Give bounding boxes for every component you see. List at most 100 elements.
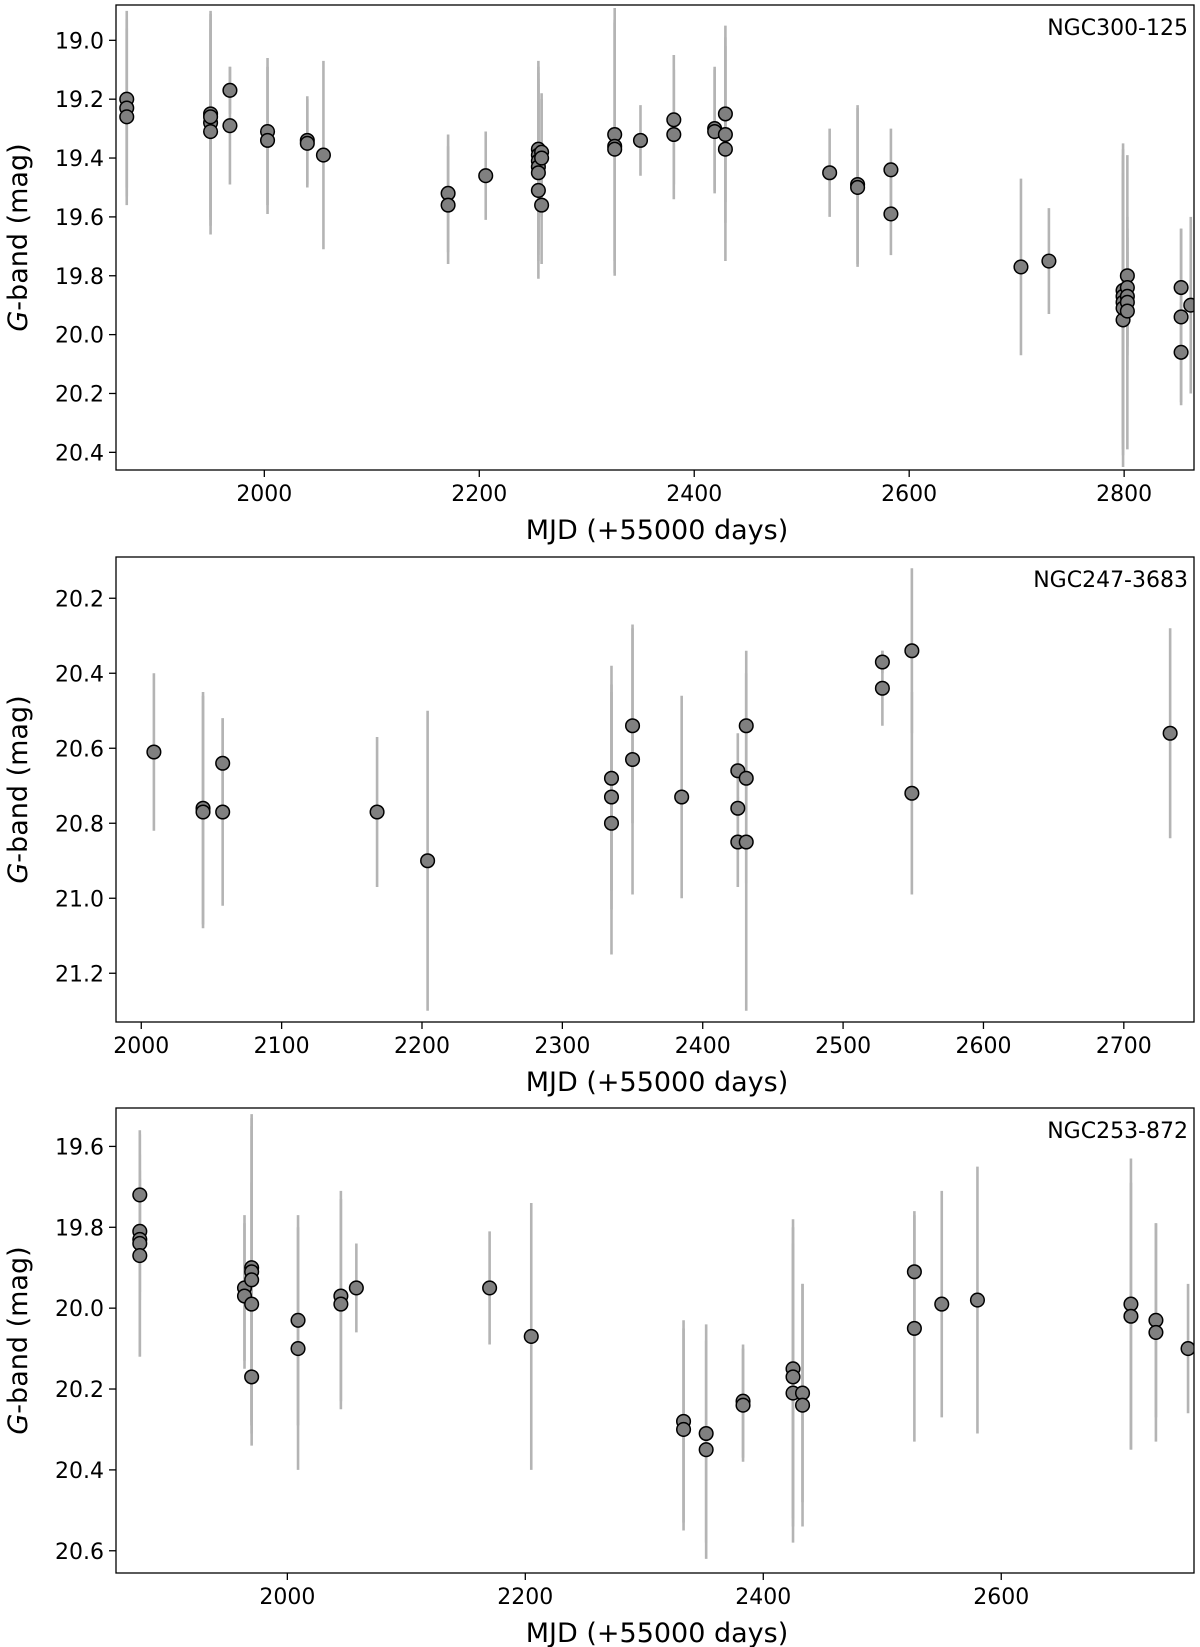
data-point [632, 132, 649, 148]
data-point [1173, 309, 1189, 325]
y-tick-label: 21.0 [55, 887, 104, 912]
x-tick-label: 2500 [815, 1034, 871, 1059]
data-point [244, 1369, 260, 1385]
data-point [1013, 259, 1029, 275]
x-tick-label: 2000 [259, 1585, 315, 1610]
data-point [534, 150, 550, 166]
panel-title: NGC300-125 [1047, 16, 1188, 41]
x-tick-label: 2400 [735, 1585, 791, 1610]
data-point [195, 804, 211, 820]
data-point [603, 815, 620, 831]
x-tick-label: 2000 [236, 482, 292, 507]
data-point [1041, 253, 1057, 269]
data-point [934, 1296, 950, 1312]
data-point [420, 853, 436, 869]
data-point [735, 1397, 751, 1413]
data-point [1123, 1308, 1139, 1324]
data-point [299, 135, 315, 151]
data-point [203, 124, 219, 140]
y-tick-label: 20.6 [55, 1540, 104, 1565]
panel-1: 2000 2200 2400 2600 2800 19.0 19.2 19.4 19.6 19.8… [3, 4, 1195, 546]
data-point [603, 770, 620, 786]
panel-2: 2000 2100 2200 2300 2400 2500 2600 2700 20.2 20.4… [3, 556, 1195, 1098]
y-tick-label: 19.0 [55, 29, 104, 54]
panel-title: NGC253-872 [1047, 1119, 1188, 1144]
data-point [244, 1296, 260, 1312]
data-point [674, 789, 690, 805]
data-point [146, 744, 162, 760]
data-point [203, 109, 219, 125]
y-tick-label: 20.2 [55, 1378, 104, 1403]
y-axis-label-italic: G [3, 863, 34, 884]
x-axis-label: MJD (+55000 days) [526, 1618, 789, 1647]
data-point [906, 1264, 922, 1280]
data-point [369, 804, 385, 820]
data-point [883, 162, 899, 178]
data-point [1173, 344, 1189, 360]
data-point [607, 141, 623, 157]
y-tick-label: 20.0 [55, 324, 104, 349]
data-point [904, 643, 920, 659]
data-point [850, 179, 866, 196]
data-point [624, 718, 641, 734]
y-tick-label: 20.0 [55, 1297, 104, 1322]
data-point [904, 785, 920, 801]
x-tick-label: 2000 [113, 1034, 169, 1059]
data-point [290, 1341, 306, 1357]
data-point [698, 1425, 714, 1442]
x-tick-label: 2200 [497, 1585, 553, 1610]
axes-frame [115, 4, 1195, 471]
y-axis-label-italic: G [3, 1414, 34, 1435]
data-point [530, 165, 546, 181]
data-point [738, 718, 754, 734]
y-axis-label: G-band (mag) [3, 1246, 34, 1434]
x-tick-label: 2300 [534, 1034, 590, 1059]
x-tick-label: 2100 [254, 1034, 310, 1059]
data-point [333, 1296, 349, 1312]
data-point [874, 654, 890, 670]
data-point [523, 1328, 539, 1345]
data-point [969, 1292, 985, 1308]
data-point [315, 147, 331, 163]
data-point [215, 755, 231, 771]
data-point [132, 1187, 148, 1203]
data-point [1183, 297, 1194, 313]
x-axis-label: MJD (+55000 days) [526, 515, 789, 546]
y-tick-label: 20.6 [55, 737, 104, 762]
data-point [348, 1280, 364, 1296]
plot-area [119, 7, 1194, 468]
x-tick-label: 2700 [1096, 1034, 1152, 1059]
y-axis-label-rest: -band (mag) [3, 143, 34, 310]
y-tick-label: 19.8 [55, 1216, 104, 1241]
data-point [717, 141, 733, 157]
y-axis-label: G-band (mag) [3, 695, 34, 883]
data-point [1162, 725, 1178, 741]
x-tick-label: 2600 [955, 1034, 1011, 1059]
y-tick-label: 21.2 [55, 962, 104, 987]
axes-frame [115, 556, 1195, 1023]
data-point [215, 804, 231, 820]
data-point [883, 206, 899, 222]
data-point [906, 1320, 922, 1336]
x-tick-label: 2600 [973, 1585, 1029, 1610]
plot-area [132, 1114, 1194, 1559]
y-tick-label: 20.4 [55, 441, 104, 466]
data-point [717, 126, 733, 143]
x-axis-label: MJD (+55000 days) [526, 1067, 789, 1098]
panel-3: 2000 2200 2400 2600 19.6 19.8 20.0 20.2 20.4 20.6… [3, 1107, 1195, 1647]
data-point [530, 182, 546, 198]
plot-area [146, 568, 1178, 1011]
y-tick-label: 20.4 [55, 662, 104, 687]
y-tick-label: 19.6 [55, 1135, 104, 1160]
y-axis-label-rest: -band (mag) [3, 695, 34, 862]
y-tick-label: 20.4 [55, 1459, 104, 1484]
data-point [785, 1369, 801, 1385]
y-tick-label: 20.2 [55, 587, 104, 612]
panel-title: NGC247-3683 [1033, 568, 1188, 593]
y-tick-label: 19.4 [55, 147, 104, 172]
data-point [1173, 279, 1189, 296]
data-point [132, 1248, 148, 1264]
y-tick-label: 20.2 [55, 382, 104, 407]
data-point [244, 1272, 260, 1288]
y-tick-label: 19.8 [55, 265, 104, 290]
